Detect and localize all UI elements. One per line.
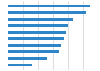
Bar xyxy=(8,44,61,47)
Bar xyxy=(8,31,66,34)
Bar xyxy=(8,57,47,60)
Bar xyxy=(8,37,64,40)
Bar xyxy=(8,11,86,14)
Bar xyxy=(8,64,32,66)
Bar xyxy=(8,18,72,21)
Bar xyxy=(8,5,90,7)
Bar xyxy=(8,50,59,53)
Bar xyxy=(8,24,68,27)
